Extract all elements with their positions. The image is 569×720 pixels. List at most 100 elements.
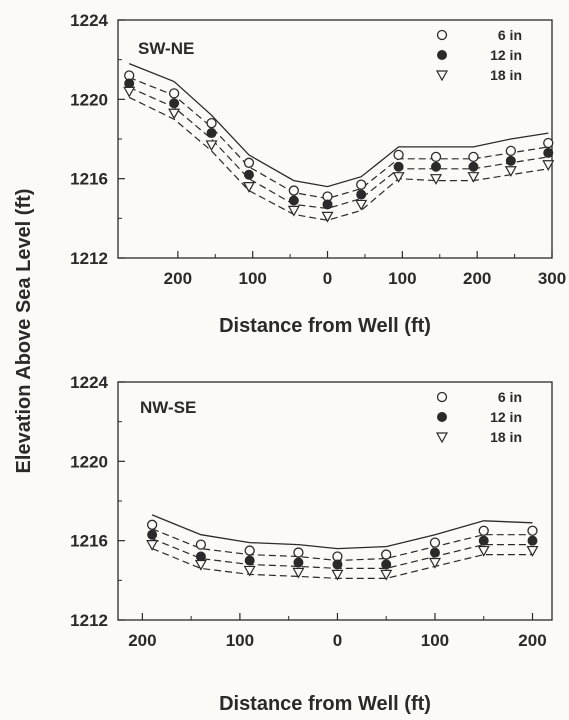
data-point-open-triangle	[467, 172, 480, 183]
data-point-open-triangle	[287, 205, 300, 217]
fit-line-solid	[151, 514, 533, 550]
data-point-open-circle	[468, 151, 479, 163]
legend-label: 6 in	[498, 27, 522, 43]
data-point-open-triangle	[292, 567, 305, 579]
data-point-open-circle	[430, 151, 442, 163]
data-point-filled-circle	[543, 147, 554, 158]
x-tick-label: 200	[128, 631, 156, 650]
data-point-filled-circle	[393, 161, 404, 172]
data-point-open-circle	[381, 549, 392, 560]
data-point-open-triangle	[429, 174, 443, 185]
data-point-open-circle	[146, 519, 158, 530]
data-point-open-circle	[206, 117, 217, 129]
legend-marker-open-circle	[436, 391, 448, 403]
data-point-open-circle	[243, 157, 255, 168]
y-tick-label: 1216	[70, 532, 108, 551]
legend: 6 in 12 in 18 in	[435, 389, 522, 445]
data-point-filled-circle	[293, 557, 304, 568]
data-point-open-triangle	[194, 559, 207, 571]
x-tick-label: 100	[421, 631, 449, 650]
data-point-open-circle	[527, 525, 538, 536]
data-point-open-triangle	[331, 569, 344, 581]
data-point-open-circle	[356, 179, 367, 190]
data-point-open-circle	[429, 537, 441, 548]
data-point-filled-circle	[195, 551, 206, 562]
legend-label: 6 in	[498, 389, 522, 405]
data-point-filled-circle	[332, 559, 343, 570]
legend: 6 in 12 in 18 in	[435, 27, 522, 83]
legend-marker-open-circle	[436, 29, 448, 41]
data-point-open-triangle	[392, 172, 405, 183]
data-point-open-circle	[288, 185, 299, 196]
data-point-open-triangle	[123, 86, 136, 98]
data-point-open-triangle	[428, 557, 441, 569]
data-point-filled-circle	[147, 529, 158, 540]
data-point-filled-circle	[244, 555, 255, 566]
legend-label: 12 in	[490, 47, 522, 63]
y-axis-title: Elevation Above Sea Level (ft)	[13, 189, 35, 474]
data-point-filled-circle	[124, 78, 135, 89]
legend-label: 12 in	[490, 409, 522, 425]
legend-label: 18 in	[490, 67, 522, 83]
data-point-open-triangle	[504, 166, 517, 177]
x-tick-label: 200	[518, 631, 546, 650]
data-point-open-triangle	[146, 540, 159, 551]
fit-line-dashed	[128, 96, 549, 221]
chart-panel-0: 1212 1216 1220 1224 200 100 0 100 200 300 Distance…	[70, 11, 566, 337]
fit-line-solid	[128, 62, 549, 188]
data-point-filled-circle	[381, 559, 392, 570]
y-tick-label: 1220	[70, 90, 108, 109]
y-tick-label: 1224	[70, 373, 108, 392]
y-tick-label: 1224	[70, 11, 108, 30]
x-axis-title: Distance from Well (ft)	[219, 693, 431, 715]
data-point-open-circle	[543, 137, 554, 149]
x-axis-title: Distance from Well (ft)	[219, 315, 431, 337]
x-tick-label: 0	[333, 631, 342, 650]
legend-label: 18 in	[490, 429, 522, 445]
x-tick-label: 200	[164, 269, 192, 288]
y-tick-label: 1216	[70, 170, 108, 189]
legend-marker-filled-circle	[437, 50, 447, 60]
data-point-filled-circle	[478, 535, 489, 546]
data-point-open-triangle	[526, 545, 539, 557]
data-point-filled-circle	[243, 169, 254, 180]
data-point-filled-circle	[527, 535, 538, 546]
data-point-filled-circle	[429, 547, 440, 558]
data-point-open-triangle	[243, 565, 256, 577]
panel-label: SW-NE	[138, 39, 194, 58]
data-point-open-circle	[478, 525, 489, 536]
data-point-open-circle	[393, 149, 404, 161]
y-tick-label: 1212	[70, 611, 108, 630]
data-point-open-triangle	[321, 211, 334, 223]
fit-line-dashed	[128, 76, 549, 200]
data-point-open-circle	[195, 539, 207, 550]
x-tick-label: 100	[239, 269, 267, 288]
data-point-open-triangle	[355, 199, 368, 211]
data-point-open-circle	[293, 547, 304, 558]
x-tick-label: 200	[463, 269, 491, 288]
data-point-filled-circle	[288, 195, 299, 206]
data-point-filled-circle	[356, 189, 367, 200]
data-point-filled-circle	[322, 199, 333, 210]
y-tick-label: 1220	[70, 452, 108, 471]
legend-marker-filled-circle	[437, 412, 447, 422]
legend-marker-open-triangle	[435, 70, 449, 82]
x-tick-label: 100	[226, 631, 254, 650]
data-point-open-circle	[244, 545, 255, 556]
chart-panel-1: 1212 1216 1220 1224 200 100 0 100 200 Distance fr…	[70, 373, 553, 715]
legend-marker-open-triangle	[435, 432, 449, 444]
data-point-open-circle	[505, 145, 516, 157]
fit-line-dashed	[128, 86, 549, 210]
plot-frame	[117, 381, 553, 621]
x-tick-label: 300	[538, 269, 566, 288]
x-tick-label: 100	[388, 269, 416, 288]
x-tick-label: 0	[323, 269, 332, 288]
data-point-filled-circle	[505, 155, 516, 166]
data-point-filled-circle	[206, 128, 217, 139]
data-point-filled-circle	[468, 161, 479, 172]
data-point-open-triangle	[242, 182, 255, 193]
panel-label: NW-SE	[140, 398, 196, 417]
data-point-open-triangle	[477, 545, 490, 557]
y-tick-label: 1212	[70, 249, 108, 268]
